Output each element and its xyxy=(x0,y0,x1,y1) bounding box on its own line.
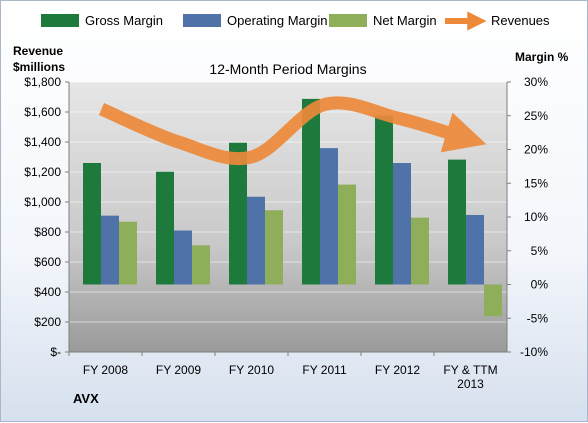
gross-margin-bar xyxy=(156,172,174,285)
operating-margin-bar xyxy=(174,231,192,285)
left-tick-label: $800 xyxy=(34,225,61,239)
category-label: FY 2008 xyxy=(83,363,128,377)
left-tick-label: $1,600 xyxy=(24,105,61,119)
chart-title: 12-Month Period Margins xyxy=(209,61,366,77)
gross-margin-bar xyxy=(302,99,320,285)
net-margin-bar xyxy=(484,285,502,317)
legend-item-revenues: Revenues xyxy=(445,13,550,28)
operating-margin-bar xyxy=(101,216,119,285)
legend-item-operating-margin: Operating Margin xyxy=(183,13,327,28)
right-tick-label: 25% xyxy=(524,109,548,123)
legend-swatch-net-margin xyxy=(329,14,367,27)
gross-margin-bar xyxy=(83,163,101,285)
right-tick-label: -5% xyxy=(527,311,549,325)
right-tick-label: 30% xyxy=(524,75,548,89)
legend-label-operating-margin: Operating Margin xyxy=(227,13,327,28)
left-tick-label: $400 xyxy=(34,285,61,299)
legend-swatch-operating-margin xyxy=(183,14,221,27)
left-tick-label: $1,000 xyxy=(24,195,61,209)
legend-item-net-margin: Net Margin xyxy=(329,13,437,28)
net-margin-bar xyxy=(411,218,429,285)
operating-margin-bar xyxy=(393,163,411,285)
legend: Gross Margin Operating Margin Net Margin… xyxy=(41,13,550,28)
net-margin-bar xyxy=(265,210,283,284)
left-tick-label: $200 xyxy=(34,315,61,329)
right-tick-label: 15% xyxy=(524,176,548,190)
left-axis-title-line1: Revenue xyxy=(13,44,63,58)
legend-item-gross-margin: Gross Margin xyxy=(41,13,163,28)
net-margin-bar xyxy=(338,185,356,285)
right-tick-label: 10% xyxy=(524,210,548,224)
operating-margin-bar xyxy=(247,197,265,285)
net-margin-bar xyxy=(119,222,137,285)
net-margin-bar xyxy=(192,245,210,284)
legend-label-net-margin: Net Margin xyxy=(373,13,437,28)
operating-margin-bar xyxy=(320,148,338,284)
legend-swatch-gross-margin xyxy=(41,14,79,27)
right-tick-label: -10% xyxy=(520,345,548,359)
left-axis-title-line2: $millions xyxy=(13,60,65,74)
right-tick-label: 0% xyxy=(531,278,549,292)
operating-margin-bar xyxy=(466,215,484,285)
left-tick-label: $1,800 xyxy=(24,75,61,89)
legend-label-revenues: Revenues xyxy=(491,13,550,28)
company-label: AVX xyxy=(73,391,99,406)
left-axis-ticks: $- $200 $400 $600 $800 $1,000 $1,200 $1,400 $1,6… xyxy=(24,75,69,359)
right-tick-label: 20% xyxy=(524,143,548,157)
category-label: FY 2012 xyxy=(375,363,420,377)
left-tick-label: $1,400 xyxy=(24,135,61,149)
right-tick-label: 5% xyxy=(531,244,549,258)
legend-label-gross-margin: Gross Margin xyxy=(85,13,163,28)
gross-margin-bar xyxy=(375,116,393,285)
left-tick-label: $1,200 xyxy=(24,165,61,179)
category-label: FY 2010 xyxy=(229,363,274,377)
gross-margin-bar xyxy=(448,160,466,285)
left-tick-label: $- xyxy=(50,345,61,359)
category-label: FY 2009 xyxy=(156,363,201,377)
right-axis-ticks: -10% -5% 0% 5% 10% 15% 20% 25% 30% xyxy=(507,75,548,359)
right-axis-title: Margin % xyxy=(515,50,569,64)
left-tick-label: $600 xyxy=(34,255,61,269)
category-label: FY 2011 xyxy=(302,363,347,377)
